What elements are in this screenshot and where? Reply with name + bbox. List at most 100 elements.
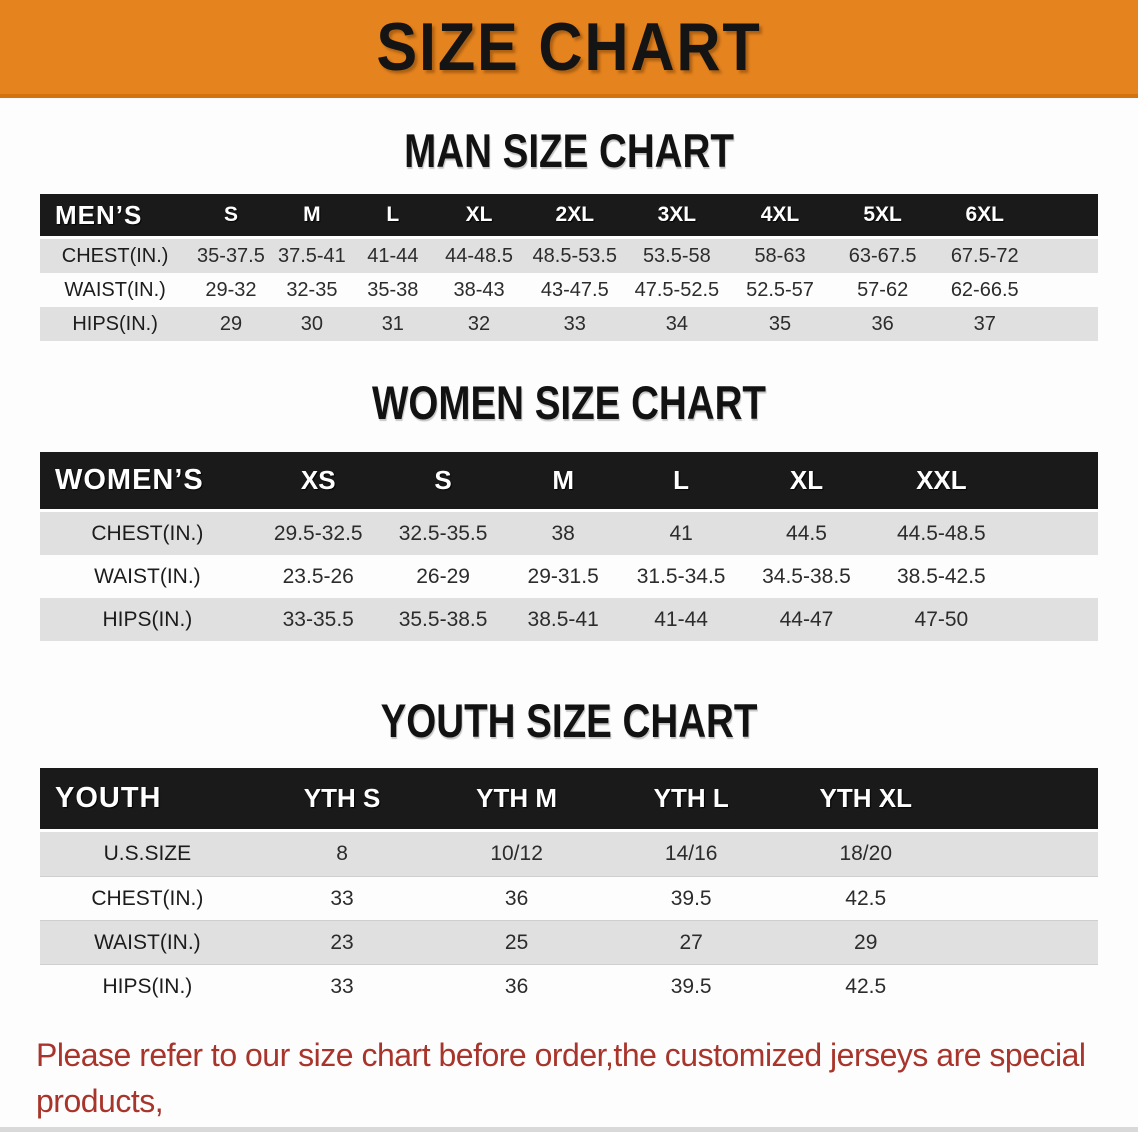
value-cell: 25 <box>429 920 604 964</box>
table-row: CHEST(IN.) 29.5-32.5 32.5-35.5 38 41 44.… <box>40 512 1098 555</box>
page-title: SIZE CHART <box>376 9 762 85</box>
value-cell: 34 <box>625 307 729 341</box>
column-header: XL <box>433 194 525 239</box>
men-header-row: MEN’S S M L XL 2XL 3XL 4XL 5XL 6XL <box>40 194 1098 239</box>
value-cell: 52.5-57 <box>728 273 832 307</box>
notice-line-1: Please refer to our size chart before or… <box>36 1037 1086 1119</box>
value-cell: 38.5-42.5 <box>872 555 1011 598</box>
spacer-cell <box>953 768 1098 832</box>
value-cell: 38.5-41 <box>504 598 622 641</box>
value-cell: 29.5-32.5 <box>254 512 382 555</box>
row-label: CHEST(IN.) <box>40 512 255 555</box>
table-row: HIPS(IN.) 33 36 39.5 42.5 <box>40 964 1098 1008</box>
spacer-cell <box>1010 598 1098 641</box>
women-table-label: WOMEN’S <box>40 452 255 512</box>
value-cell: 23.5-26 <box>254 555 382 598</box>
value-cell: 41 <box>621 512 741 555</box>
value-cell: 35-38 <box>352 273 434 307</box>
spacer-cell <box>1010 452 1098 512</box>
spacer-cell <box>953 964 1098 1008</box>
value-cell: 33 <box>254 876 430 920</box>
value-cell: 47.5-52.5 <box>625 273 729 307</box>
value-cell: 42.5 <box>778 964 954 1008</box>
value-cell: 36 <box>429 876 604 920</box>
value-cell: 35 <box>728 307 832 341</box>
table-row: HIPS(IN.) 33-35.5 35.5-38.5 38.5-41 41-4… <box>40 598 1098 641</box>
table-row: WAIST(IN.) 23.5-26 26-29 29-31.5 31.5-34… <box>40 555 1098 598</box>
value-cell: 33-35.5 <box>254 598 382 641</box>
value-cell: 29 <box>778 920 954 964</box>
table-row: WAIST(IN.) 29-32 32-35 35-38 38-43 43-47… <box>40 273 1098 307</box>
value-cell: 33 <box>254 964 430 1008</box>
value-cell: 48.5-53.5 <box>524 239 626 273</box>
spacer-cell <box>953 920 1098 964</box>
value-cell: 39.5 <box>603 876 779 920</box>
men-table-label: MEN’S <box>40 194 191 239</box>
column-header: YTH L <box>603 768 779 832</box>
spacer-cell <box>953 832 1098 876</box>
row-label: WAIST(IN.) <box>40 920 255 964</box>
value-cell: 34.5-38.5 <box>740 555 873 598</box>
table-row: CHEST(IN.) 33 36 39.5 42.5 <box>40 876 1098 920</box>
row-label: HIPS(IN.) <box>40 598 255 641</box>
value-cell: 29-31.5 <box>504 555 622 598</box>
value-cell: 14/16 <box>603 832 779 876</box>
value-cell: 23 <box>254 920 430 964</box>
table-row: U.S.SIZE 8 10/12 14/16 18/20 <box>40 832 1098 876</box>
row-label: U.S.SIZE <box>40 832 255 876</box>
value-cell: 10/12 <box>429 832 604 876</box>
value-cell: 42.5 <box>778 876 954 920</box>
value-cell: 36 <box>429 964 604 1008</box>
column-header: 2XL <box>524 194 626 239</box>
column-header: M <box>504 452 622 512</box>
value-cell: 62-66.5 <box>933 273 1036 307</box>
row-label: HIPS(IN.) <box>40 307 191 341</box>
column-header: YTH M <box>429 768 604 832</box>
value-cell: 44.5-48.5 <box>872 512 1011 555</box>
table-row: WAIST(IN.) 23 25 27 29 <box>40 920 1098 964</box>
row-label: CHEST(IN.) <box>40 239 191 273</box>
value-cell: 44-48.5 <box>433 239 525 273</box>
value-cell: 38-43 <box>433 273 525 307</box>
spacer-cell <box>1035 273 1098 307</box>
row-label: HIPS(IN.) <box>40 964 255 1008</box>
value-cell: 31 <box>352 307 434 341</box>
value-cell: 18/20 <box>778 832 954 876</box>
value-cell: 29 <box>190 307 272 341</box>
column-header: S <box>190 194 272 239</box>
youth-size-table: YOUTH YTH S YTH M YTH L YTH XL U.S.SIZE … <box>40 768 1098 1008</box>
column-header: 3XL <box>625 194 729 239</box>
spacer-cell <box>1035 239 1098 273</box>
table-row: CHEST(IN.) 35-37.5 37.5-41 41-44 44-48.5… <box>40 239 1098 273</box>
column-header: YTH XL <box>778 768 954 832</box>
row-label: WAIST(IN.) <box>40 273 191 307</box>
value-cell: 58-63 <box>728 239 832 273</box>
column-header: 6XL <box>933 194 1036 239</box>
women-size-table: WOMEN’S XS S M L XL XXL CHEST(IN.) 29.5-… <box>40 452 1098 641</box>
column-header: XS <box>254 452 382 512</box>
value-cell: 47-50 <box>872 598 1011 641</box>
value-cell: 36 <box>831 307 934 341</box>
value-cell: 44-47 <box>740 598 873 641</box>
row-label: CHEST(IN.) <box>40 876 255 920</box>
value-cell: 32 <box>433 307 525 341</box>
value-cell: 35.5-38.5 <box>381 598 505 641</box>
value-cell: 33 <box>524 307 626 341</box>
column-header: XL <box>740 452 873 512</box>
value-cell: 32-35 <box>271 273 353 307</box>
value-cell: 29-32 <box>190 273 272 307</box>
value-cell: 37 <box>933 307 1036 341</box>
value-cell: 53.5-58 <box>625 239 729 273</box>
value-cell: 67.5-72 <box>933 239 1036 273</box>
column-header: L <box>621 452 741 512</box>
women-section-heading: WOMEN SIZE CHART <box>372 376 766 429</box>
value-cell: 39.5 <box>603 964 779 1008</box>
value-cell: 43-47.5 <box>524 273 626 307</box>
column-header: 4XL <box>728 194 832 239</box>
value-cell: 37.5-41 <box>271 239 353 273</box>
value-cell: 31.5-34.5 <box>621 555 741 598</box>
spacer-cell <box>1010 555 1098 598</box>
bottom-edge-divider <box>0 1127 1138 1132</box>
spacer-cell <box>1035 194 1098 239</box>
